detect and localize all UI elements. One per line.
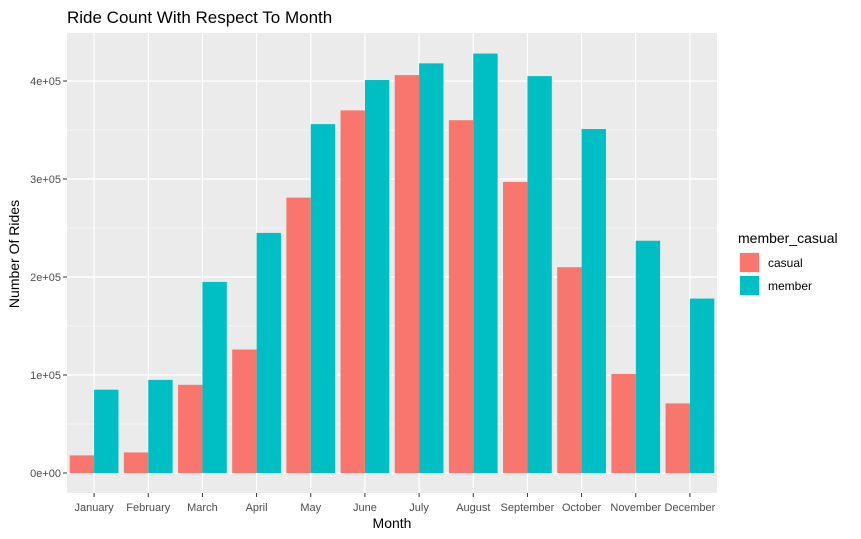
plot-panel	[67, 33, 717, 493]
bar-member	[94, 389, 119, 473]
y-tick-label: 4e+05	[30, 76, 61, 88]
bar-casual	[69, 455, 95, 473]
y-tick-label: 3e+05	[30, 174, 61, 186]
bar-casual	[665, 403, 690, 473]
bar-casual	[178, 384, 203, 473]
bar-casual	[123, 452, 149, 473]
bar-casual	[503, 181, 528, 473]
bar-member	[527, 76, 552, 473]
x-tick-label: March	[187, 502, 218, 514]
bar-casual	[557, 267, 582, 473]
bar-member	[310, 124, 336, 474]
bar-casual	[286, 197, 311, 473]
chart-title: Ride Count With Respect To Month	[67, 8, 332, 27]
x-tick-label: September	[501, 502, 555, 514]
bar-casual	[448, 120, 474, 473]
x-tick-label: December	[665, 502, 716, 514]
legend: member_casual casual member	[738, 230, 838, 296]
bar-member	[635, 240, 661, 473]
bar-member	[148, 379, 173, 473]
legend-swatch-member	[740, 276, 759, 295]
x-tick-label: August	[456, 502, 490, 514]
x-tick-label: June	[353, 502, 377, 514]
bar-member	[689, 298, 715, 473]
x-axis-title: Month	[373, 515, 412, 531]
y-tick-label: 2e+05	[30, 272, 61, 284]
bar-member	[581, 129, 606, 473]
x-axis: January February March April May June July Augu…	[75, 493, 716, 514]
x-tick-label: November	[610, 502, 661, 514]
x-tick-label: January	[75, 502, 115, 514]
x-tick-label: May	[300, 502, 321, 514]
bar-casual	[611, 374, 636, 473]
x-tick-label: February	[126, 502, 171, 514]
y-axis-title: Number Of Rides	[6, 200, 22, 308]
bar-member	[473, 53, 498, 474]
bar-member	[419, 63, 444, 474]
legend-swatch-casual	[740, 253, 759, 272]
x-tick-label: October	[562, 502, 601, 514]
bar-casual	[232, 349, 257, 473]
x-tick-label: April	[246, 502, 268, 514]
y-tick-label: 0e+00	[30, 468, 61, 480]
legend-title: member_casual	[738, 230, 838, 246]
legend-label-member: member	[768, 279, 812, 293]
bars	[69, 53, 715, 474]
bar-member	[364, 80, 390, 474]
bar-casual	[394, 75, 420, 474]
bar-member	[202, 281, 227, 473]
bar-member	[256, 232, 281, 473]
y-axis: 0e+00 1e+05 2e+05 3e+05 4e+05	[30, 76, 67, 480]
bar-casual	[340, 110, 365, 474]
legend-label-casual: casual	[768, 256, 803, 270]
minor-gridlines	[67, 129, 717, 425]
x-tick-label: July	[409, 502, 429, 514]
y-tick-label: 1e+05	[30, 370, 61, 382]
